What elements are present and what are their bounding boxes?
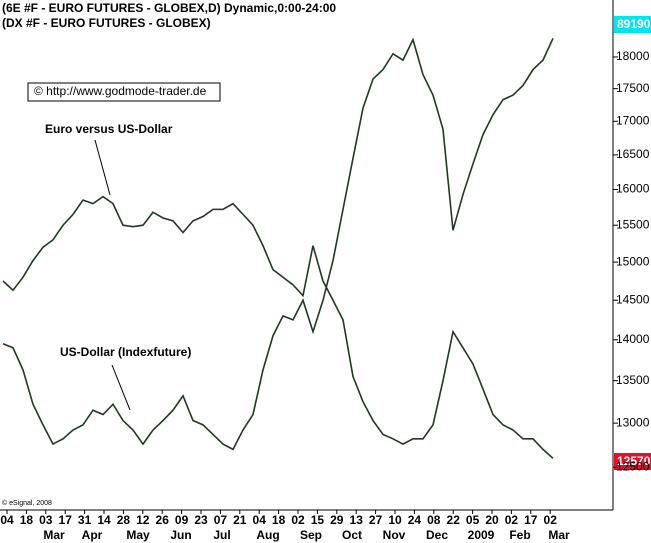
y-tick-label: 13500 [616,373,650,387]
y-tick-label: 16000 [616,182,650,196]
x-month-label: Oct [342,528,362,542]
annotation-arrow [94,139,111,196]
y-tick-label: 14500 [616,292,650,306]
x-month-label: Feb [509,528,530,542]
x-tick-label: 14 [97,513,111,527]
x-tick-label: 02 [505,513,519,527]
x-tick-label: 21 [233,513,247,527]
x-tick-label: 02 [544,513,558,527]
y-tick-label: 12500 [616,459,650,473]
chart-title: (6E #F - EURO FUTURES - GLOBEX,D) Dynami… [2,1,336,15]
x-tick-label: 18 [272,513,286,527]
x-tick-label: 10 [388,513,402,527]
x-tick-label: 08 [427,513,441,527]
y-tick-label: 16500 [616,147,650,161]
x-tick-label: 26 [156,513,170,527]
y-tick-label: 17000 [616,113,650,127]
x-tick-label: 03 [39,513,53,527]
x-tick-label: 18 [20,513,34,527]
x-tick-label: 12 [136,513,150,527]
x-month-label: Aug [256,528,279,542]
x-month-label: Mar [43,528,65,542]
x-tick-label: 27 [369,513,383,527]
x-tick-label: 07 [214,513,228,527]
y-tick-label: 17500 [616,81,650,95]
x-month-label: Jun [170,528,191,542]
annotation-arrow [111,364,131,411]
last-value-box [614,453,651,470]
x-tick-label: 13 [350,513,364,527]
x-tick-label: 09 [175,513,189,527]
x-tick-label: 15 [311,513,325,527]
x-month-label: 2009 [468,528,495,542]
x-tick-label: 29 [330,513,344,527]
x-month-label: Sep [300,528,322,542]
x-tick-label: 02 [291,513,305,527]
x-month-label: May [126,528,150,542]
x-tick-label: 23 [194,513,208,527]
source-text: © http://www.godmode-trader.de [34,84,207,98]
y-tick-label: 14000 [616,332,650,346]
last-value-label: 12570 [617,454,651,468]
x-month-label: Dec [426,528,448,542]
last-value-box [614,16,651,33]
x-tick-label: 05 [466,513,480,527]
source-box [27,82,221,102]
annotation: Euro versus US-Dollar [45,122,173,136]
annotation: US-Dollar (Indexfuture) [60,345,191,359]
x-tick-label: 24 [408,513,422,527]
x-tick-label: 31 [78,513,92,527]
chart-subtitle: (DX #F - EURO FUTURES - GLOBEX) [2,16,211,30]
x-tick-label: 17 [59,513,73,527]
price-line [2,195,554,459]
y-tick-label: 15500 [616,217,650,231]
x-tick-label: 17 [524,513,538,527]
y-tick-label: 18000 [616,49,650,63]
x-tick-label: 28 [117,513,131,527]
price-line [2,37,554,451]
x-tick-label: 04 [0,513,14,527]
last-value-label: 89190 [617,17,651,31]
y-tick-label: 15000 [616,254,650,268]
x-month-label: Apr [82,528,103,542]
credit: © eSignal, 2008 [2,499,52,507]
y-tick-label: 13000 [616,415,650,429]
x-tick-label: 20 [485,513,499,527]
x-month-label: Jul [213,528,230,542]
x-month-label: Nov [383,528,406,542]
x-tick-label: 22 [447,513,461,527]
x-tick-label: 04 [253,513,267,527]
x-month-label: Mar [548,528,570,542]
